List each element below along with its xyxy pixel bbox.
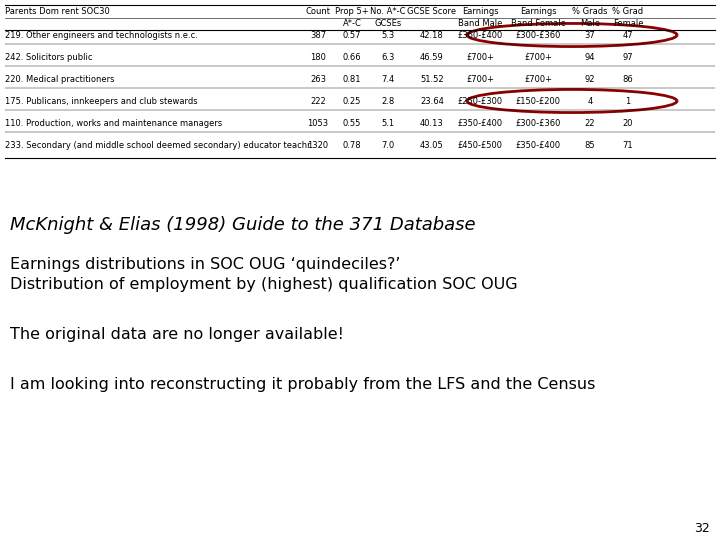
Text: 2.8: 2.8 [382,97,395,105]
Text: A*-C: A*-C [343,18,361,28]
Text: 0.66: 0.66 [343,52,361,62]
Text: £300-£360: £300-£360 [516,118,561,127]
Text: 42.18: 42.18 [420,30,444,39]
Text: 1320: 1320 [307,140,328,150]
Text: % Grad: % Grad [613,8,644,17]
Text: 220. Medical practitioners: 220. Medical practitioners [5,75,114,84]
Text: 20: 20 [623,118,634,127]
Text: I am looking into reconstructing it probably from the LFS and the Census: I am looking into reconstructing it prob… [10,377,595,393]
Text: Male: Male [580,18,600,28]
Text: 222: 222 [310,97,326,105]
Text: 7.0: 7.0 [382,140,395,150]
Text: 40.13: 40.13 [420,118,444,127]
Text: Earnings: Earnings [462,8,498,17]
Text: 5.3: 5.3 [382,30,395,39]
Text: Prop 5+: Prop 5+ [336,8,369,17]
Text: 37: 37 [585,30,595,39]
Text: 6.3: 6.3 [382,52,395,62]
Text: 43.05: 43.05 [420,140,444,150]
Text: 86: 86 [623,75,634,84]
Text: 47: 47 [623,30,634,39]
Text: Earnings distributions in SOC OUG ‘quindeciles?’: Earnings distributions in SOC OUG ‘quind… [10,258,400,273]
Text: £700+: £700+ [466,75,494,84]
Text: £700+: £700+ [466,52,494,62]
Text: No. A*-C: No. A*-C [370,8,406,17]
Text: 219. Other engineers and technologists n.e.c.: 219. Other engineers and technologists n… [5,30,198,39]
Text: 7.4: 7.4 [382,75,395,84]
Text: 71: 71 [623,140,634,150]
Text: 51.52: 51.52 [420,75,444,84]
Text: Female: Female [613,18,643,28]
Text: 233. Secondary (and middle school deemed secondary) educator teachr: 233. Secondary (and middle school deemed… [5,140,310,150]
Text: 97: 97 [623,52,634,62]
Text: £450-£500: £450-£500 [457,140,503,150]
Text: 92: 92 [585,75,595,84]
Text: 46.59: 46.59 [420,52,444,62]
Text: 22: 22 [585,118,595,127]
Text: GCSE Score: GCSE Score [408,8,456,17]
Text: £250-£300: £250-£300 [457,97,503,105]
Text: McKnight & Elias (1998) Guide to the 371 Database: McKnight & Elias (1998) Guide to the 371… [10,216,476,234]
Text: £700+: £700+ [524,52,552,62]
Text: 175. Publicans, innkeepers and club stewards: 175. Publicans, innkeepers and club stew… [5,97,197,105]
Text: Distribution of employment by (highest) qualification SOC OUG: Distribution of employment by (highest) … [10,278,518,293]
Text: Band Male: Band Male [458,18,502,28]
Text: 0.57: 0.57 [343,30,361,39]
Text: 110. Production, works and maintenance managers: 110. Production, works and maintenance m… [5,118,222,127]
Text: 94: 94 [585,52,595,62]
Text: Count: Count [305,8,330,17]
Text: 242. Solicitors public: 242. Solicitors public [5,52,92,62]
Text: 1053: 1053 [307,118,328,127]
Text: Earnings: Earnings [520,8,557,17]
Text: £360-£400: £360-£400 [457,30,503,39]
Text: 32: 32 [694,522,710,535]
Text: 387: 387 [310,30,326,39]
Text: GCSEs: GCSEs [374,18,402,28]
Text: The original data are no longer available!: The original data are no longer availabl… [10,327,344,342]
Text: £350-£400: £350-£400 [516,140,561,150]
Text: 5.1: 5.1 [382,118,395,127]
Text: 263: 263 [310,75,326,84]
Text: 23.64: 23.64 [420,97,444,105]
Text: Band Female: Band Female [510,18,565,28]
Text: 0.78: 0.78 [343,140,361,150]
Text: £300-£360: £300-£360 [516,30,561,39]
Text: 0.25: 0.25 [343,97,361,105]
Text: 85: 85 [585,140,595,150]
Text: 0.55: 0.55 [343,118,361,127]
Text: 180: 180 [310,52,326,62]
Text: 4: 4 [588,97,593,105]
Text: £150-£200: £150-£200 [516,97,560,105]
Text: 0.81: 0.81 [343,75,361,84]
Text: 1: 1 [626,97,631,105]
Text: £700+: £700+ [524,75,552,84]
Text: % Grads: % Grads [572,8,608,17]
Text: Parents Dom rent SOC30: Parents Dom rent SOC30 [5,8,109,17]
Text: £350-£400: £350-£400 [457,118,503,127]
